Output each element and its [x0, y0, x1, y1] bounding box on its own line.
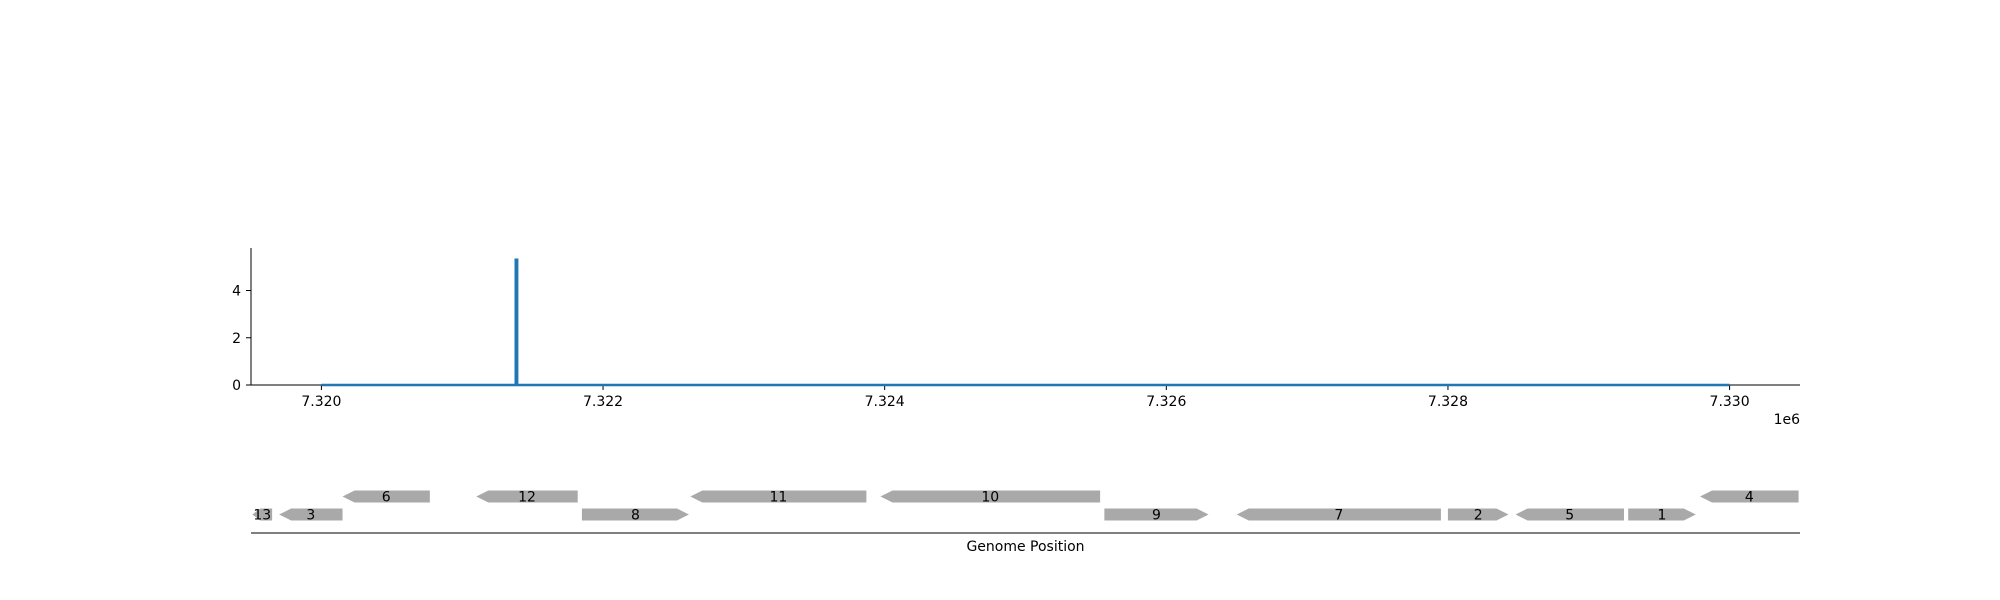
x-tick-label: 7.326	[1146, 394, 1186, 410]
gene-5: 5	[1515, 508, 1624, 524]
gene-label: 9	[1152, 508, 1161, 524]
gene-3: 3	[279, 508, 343, 524]
gene-arrow	[1515, 508, 1624, 521]
gene-8: 8	[581, 508, 689, 524]
gene-arrow	[581, 508, 689, 521]
gene-arrow	[690, 490, 867, 503]
gene-label: 4	[1745, 490, 1754, 506]
gene-12: 12	[476, 490, 578, 506]
gene-arrow	[1628, 508, 1696, 521]
gene-label: 6	[382, 490, 391, 506]
gene-label: 3	[306, 508, 315, 524]
gene-label: 10	[981, 490, 999, 506]
x-tick-label: 7.330	[1710, 394, 1750, 410]
gene-label: 8	[631, 508, 640, 524]
gene-track: 13 3 6 12 8 11 10 9 7 2 5 1 4 Genome Position	[251, 490, 1800, 555]
gene-1: 1	[1628, 508, 1696, 524]
y-tick-label: 4	[232, 284, 241, 300]
gene-11: 11	[690, 490, 867, 506]
gene-2: 2	[1447, 508, 1509, 524]
gene-arrow	[252, 508, 273, 521]
x-tick-label: 7.322	[583, 394, 623, 410]
gene-arrow	[880, 490, 1101, 503]
gene-arrow	[342, 490, 430, 503]
x-offset-label: 1e6	[1774, 412, 1801, 428]
gene-label: 7	[1334, 508, 1343, 524]
coverage-plot: 0 2 4 7.320 7.322 7.324 7.326 7.328 7.330 1e6	[232, 248, 1800, 428]
gene-label: 1	[1658, 508, 1667, 524]
gene-label: 5	[1565, 508, 1574, 524]
y-tick-label: 0	[232, 378, 241, 394]
gene-7: 7	[1236, 508, 1441, 524]
gene-arrow	[279, 508, 343, 521]
gene-6: 6	[342, 490, 430, 506]
gene-label: 11	[769, 490, 787, 506]
gene-arrow	[1700, 490, 1799, 503]
x-tick-label: 7.324	[865, 394, 905, 410]
gene-10: 10	[880, 490, 1101, 506]
x-axis-title: Genome Position	[966, 539, 1084, 555]
gene-label: 13	[253, 508, 271, 524]
gene-label: 2	[1474, 508, 1483, 524]
gene-label: 12	[518, 490, 536, 506]
gene-arrow	[1104, 508, 1209, 521]
coverage-line	[321, 258, 1730, 387]
gene-arrow	[476, 490, 578, 503]
x-tick-label: 7.320	[301, 394, 341, 410]
gene-4: 4	[1700, 490, 1799, 506]
x-tick-label: 7.328	[1428, 394, 1468, 410]
gene-9: 9	[1104, 508, 1209, 524]
gene-arrow	[1236, 508, 1441, 521]
gene-arrow	[1447, 508, 1509, 521]
y-tick-label: 2	[232, 331, 241, 347]
gene-13: 13	[252, 508, 273, 524]
